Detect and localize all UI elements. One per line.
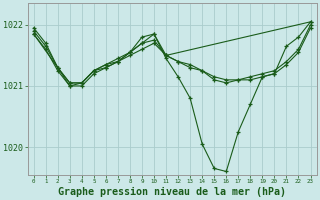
X-axis label: Graphe pression niveau de la mer (hPa): Graphe pression niveau de la mer (hPa) bbox=[58, 186, 286, 197]
